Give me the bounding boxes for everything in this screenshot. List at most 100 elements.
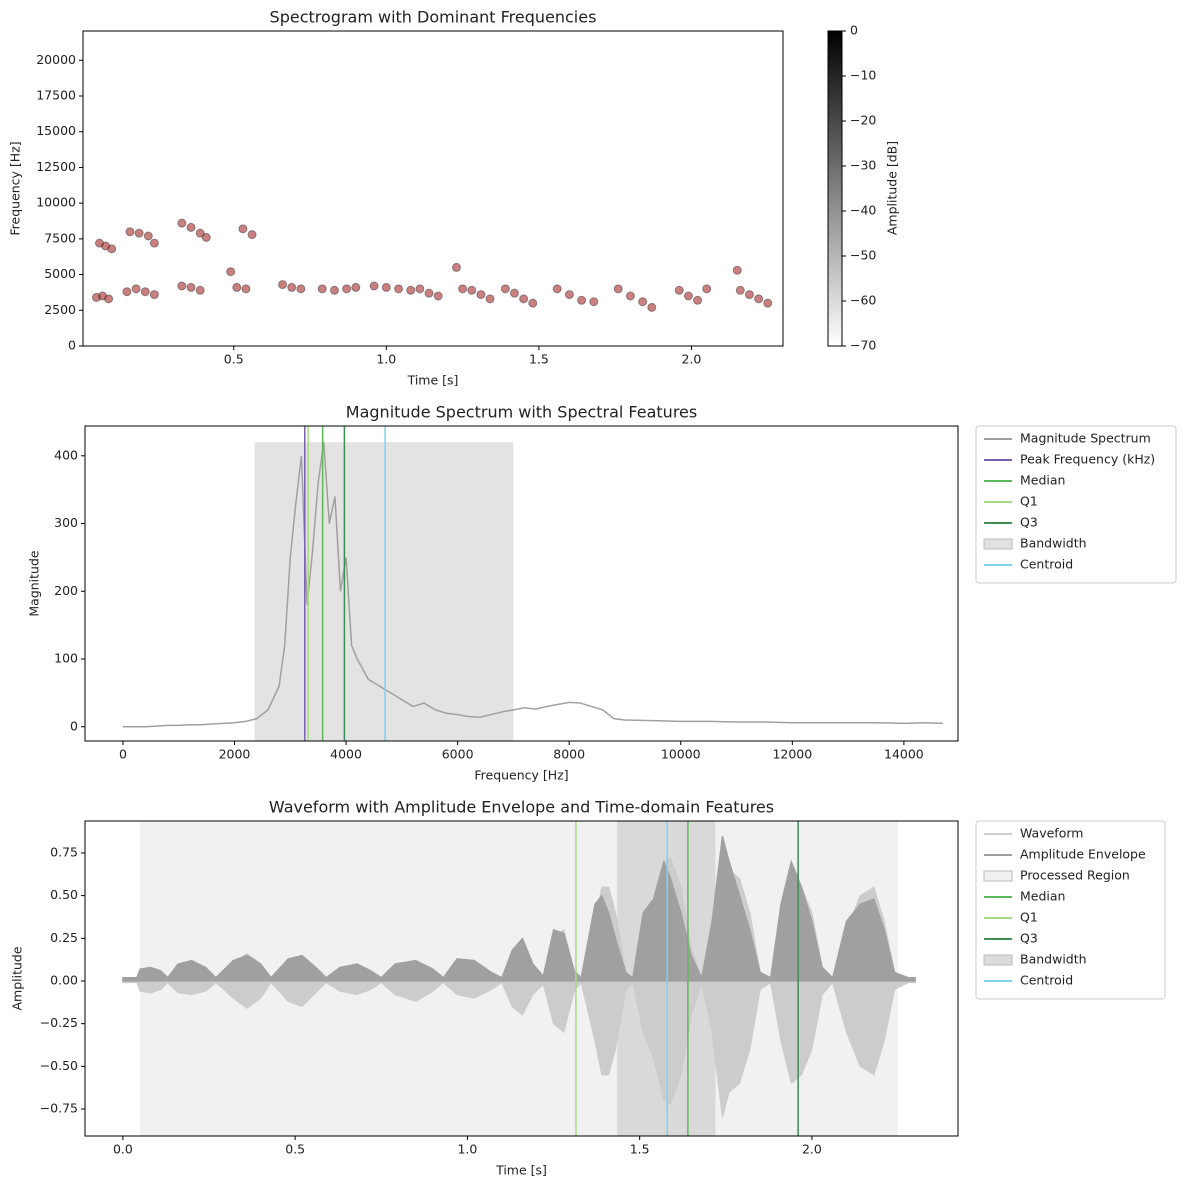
colorbar-tick-label: −20	[850, 113, 876, 128]
y-tick-label: 17500	[36, 88, 76, 103]
dominant-frequency	[107, 244, 117, 254]
axes-frame	[84, 425, 959, 742]
y-axis-label: Amplitude	[10, 946, 25, 1010]
x-tick-label: 6000	[442, 747, 474, 762]
dominant-frequency	[195, 285, 205, 295]
x-tick-label: 1.0	[457, 1142, 477, 1157]
x-tick-label: 0.5	[224, 352, 244, 367]
colorbar-label: Amplitude [dB]	[885, 141, 900, 235]
legend-label: Median	[1020, 889, 1065, 904]
y-tick-label: 400	[54, 447, 78, 462]
legend-label: Bandwidth	[1020, 536, 1087, 551]
y-tick-label: 0.00	[50, 972, 78, 987]
dominant-frequency	[424, 288, 434, 298]
axes-frame	[84, 820, 959, 1137]
legend-label: Processed Region	[1020, 868, 1130, 883]
dominant-frequency	[287, 282, 297, 292]
dominant-frequency	[342, 284, 352, 294]
dominant-frequency	[238, 224, 248, 234]
dominant-frequency	[351, 282, 361, 292]
span	[254, 442, 514, 741]
dominant-frequency	[140, 287, 150, 297]
y-tick-label: 5000	[44, 266, 76, 281]
dominant-frequency	[415, 284, 425, 294]
x-tick-label: 2.0	[802, 1142, 822, 1157]
dominant-frequency	[485, 294, 495, 304]
legend-box	[975, 820, 1166, 1000]
y-tick-label: 10000	[36, 195, 76, 210]
spectrum-line	[122, 442, 943, 728]
x-tick-label: 1.5	[630, 1142, 650, 1157]
dominant-frequency	[134, 228, 144, 238]
dominant-frequency	[177, 218, 187, 228]
y-tick-label: 0.50	[50, 887, 78, 902]
x-tick-label: 2.0	[682, 352, 702, 367]
colorbar-tick-label: −50	[850, 248, 876, 263]
x-axis-label: Frequency [Hz]	[474, 768, 568, 783]
dominant-frequency	[589, 297, 599, 307]
colorbar-tick-label: −30	[850, 158, 876, 173]
dominant-frequency	[552, 284, 562, 294]
dominant-frequency	[131, 284, 141, 294]
dominant-frequency	[394, 284, 404, 294]
dominant-frequency	[744, 290, 754, 300]
x-tick-label: 2000	[219, 747, 251, 762]
legend-label: Magnitude Spectrum	[1020, 431, 1151, 446]
dominant-frequency	[296, 284, 306, 294]
y-axis-label: Magnitude	[27, 550, 42, 617]
dominant-frequency	[104, 294, 114, 304]
dominant-frequency	[381, 282, 391, 292]
chart-title: Magnitude Spectrum with Spectral Feature…	[346, 403, 697, 422]
dominant-frequency	[683, 291, 693, 301]
dominant-frequency	[647, 302, 657, 312]
dominant-frequency	[735, 285, 745, 295]
legend-label: Q1	[1020, 494, 1038, 509]
colorbar-tick-label: 0	[850, 23, 858, 38]
chart-title: Spectrogram with Dominant Frequencies	[270, 8, 597, 27]
x-axis-label: Time [s]	[407, 373, 459, 388]
dominant-frequency	[122, 287, 132, 297]
dominant-frequency	[226, 267, 236, 277]
legend-box	[975, 425, 1177, 584]
dominant-frequency	[195, 228, 205, 238]
dominant-frequency	[702, 284, 712, 294]
dominant-frequency	[500, 284, 510, 294]
dominant-frequency	[638, 297, 648, 307]
y-tick-label: 7500	[44, 230, 76, 245]
dominant-frequency	[476, 290, 486, 300]
y-axis-label: Frequency [Hz]	[8, 141, 23, 235]
dominant-frequency	[278, 280, 288, 290]
dominant-frequency	[528, 298, 538, 308]
y-tick-label: −0.25	[40, 1015, 78, 1030]
dominant-frequency	[625, 291, 635, 301]
x-tick-label: 1.0	[376, 352, 396, 367]
dominant-frequency	[177, 281, 187, 291]
x-axis-label: Time [s]	[495, 1163, 547, 1178]
y-tick-label: 2500	[44, 302, 76, 317]
dominant-frequency	[149, 290, 159, 300]
legend-label: Amplitude Envelope	[1020, 847, 1146, 862]
colorbar	[827, 30, 843, 347]
y-tick-label: 100	[54, 651, 78, 666]
amplitude-envelope	[122, 835, 916, 982]
legend-label: Peak Frequency (kHz)	[1020, 452, 1155, 467]
dominant-frequency	[232, 282, 242, 292]
y-tick-label: 20000	[36, 52, 76, 67]
y-tick-label: 0.75	[50, 844, 78, 859]
y-tick-label: 15000	[36, 123, 76, 138]
y-tick-label: 0	[68, 338, 76, 353]
x-tick-label: 10000	[661, 747, 701, 762]
dominant-frequency	[241, 284, 251, 294]
x-tick-label: 0	[119, 747, 127, 762]
dominant-frequency	[613, 284, 623, 294]
legend-label: Centroid	[1020, 557, 1073, 572]
dominant-frequency	[577, 295, 587, 305]
x-tick-label: 0.5	[285, 1142, 305, 1157]
colorbar-tick-label: −40	[850, 203, 876, 218]
legend-label: Waveform	[1020, 826, 1083, 841]
dominant-frequency	[458, 284, 468, 294]
dominant-frequency	[732, 265, 742, 275]
legend-label: Q3	[1020, 931, 1038, 946]
dominant-frequency	[186, 222, 196, 232]
